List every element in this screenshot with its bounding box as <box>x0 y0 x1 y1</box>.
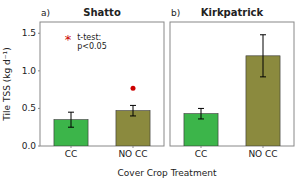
y-tick <box>38 70 40 71</box>
error-line <box>71 112 72 127</box>
y-axis-label: Tile TSS (kg d⁻¹) <box>2 47 12 121</box>
outlier-point <box>131 86 136 91</box>
y-tick <box>38 146 40 147</box>
x-tick-label: NO CC <box>248 149 277 159</box>
x-tick <box>201 146 202 148</box>
bar <box>184 114 218 146</box>
error-cap <box>68 127 74 128</box>
x-tick-label: CC <box>65 149 78 159</box>
marks <box>184 35 280 146</box>
y-tick-label: 1.0 <box>22 66 37 76</box>
error-cap <box>198 108 204 109</box>
error-cap <box>68 112 74 113</box>
error-bar <box>68 112 74 127</box>
panel-label: b) <box>171 8 180 18</box>
x-tick <box>263 146 264 148</box>
error-line <box>263 35 264 77</box>
panel-label: a) <box>41 8 50 18</box>
y-tick-label: 1.5 <box>22 28 36 38</box>
annotation-line: * <box>65 32 72 47</box>
error-cap <box>260 34 266 35</box>
chart: CC NO CC 0.0 0.5 1.0 1.5 Shatto a) * t-test:p<0.0… <box>0 0 300 181</box>
x-axis-label: Cover Crop Treatment <box>118 168 217 178</box>
error-bar <box>130 105 136 116</box>
y-tick-label: 0.0 <box>22 141 37 151</box>
bar <box>116 111 150 146</box>
error-line <box>201 108 202 119</box>
y-tick <box>38 108 40 109</box>
x-tick <box>71 146 72 148</box>
plot-frame <box>40 22 164 146</box>
error-cap <box>198 118 204 119</box>
error-cap <box>130 115 136 116</box>
annotation-line: t-test: <box>77 33 101 42</box>
y-tick-label: 0.5 <box>22 103 36 113</box>
y-tick <box>38 33 40 34</box>
panel-title: Kirkpatrick <box>201 7 264 18</box>
error-bar <box>260 35 266 77</box>
error-cap <box>130 105 136 106</box>
annotation: t-test:p<0.05 <box>77 33 107 51</box>
error-bar <box>198 108 204 119</box>
error-line <box>133 105 134 116</box>
plot-frame <box>170 22 294 146</box>
panel-title: Shatto <box>83 7 121 18</box>
marks <box>54 86 150 146</box>
x-tick <box>133 146 134 148</box>
error-cap <box>260 76 266 77</box>
x-tick-label: CC <box>195 149 208 159</box>
x-tick-label: NO CC <box>118 149 147 159</box>
annotation-line: p<0.05 <box>77 42 107 51</box>
annotation: * <box>65 32 72 47</box>
